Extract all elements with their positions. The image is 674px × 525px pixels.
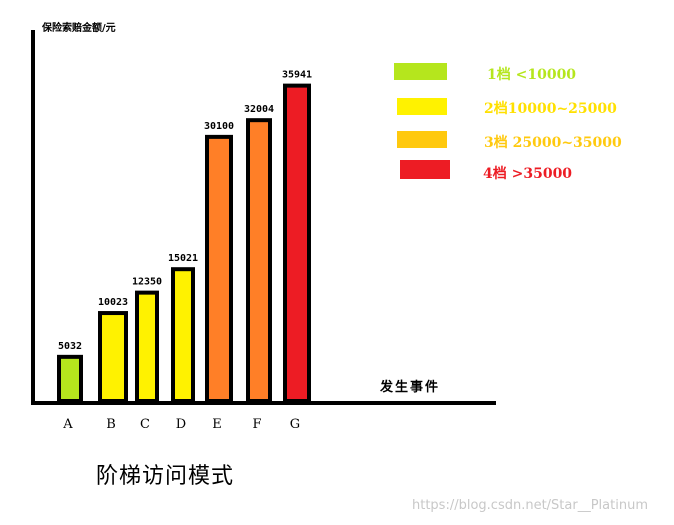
legend: 1档 <10000 2档10000~25000 3档 25000~35000 4档 >… <box>394 63 622 182</box>
bar-G <box>283 83 311 403</box>
value-label-A: 5032 <box>58 341 82 352</box>
bar-D <box>171 267 195 404</box>
bar-F <box>246 118 272 404</box>
bar-E <box>205 134 233 403</box>
y-axis-title: 保险索赔金额/元 <box>41 21 116 34</box>
category-label-G: G <box>290 417 300 432</box>
value-label-D: 15021 <box>168 253 198 264</box>
value-label-G: 35941 <box>282 70 312 81</box>
bar-B <box>98 311 128 404</box>
value-label-B: 10023 <box>98 297 128 308</box>
value-label-C: 12350 <box>132 277 162 288</box>
category-label-D: D <box>176 417 186 432</box>
category-label-E: E <box>212 417 222 432</box>
watermark-text: https://blog.csdn.net/Star__Platinum <box>412 498 648 513</box>
bars-group: 5032 A 10023 B 12350 C 15021 D 30100 E 32004 F 35941… <box>57 70 312 432</box>
category-label-A: A <box>62 417 73 432</box>
legend-swatch-4 <box>400 160 450 179</box>
bar-A <box>57 354 83 404</box>
legend-swatch-2 <box>397 98 447 115</box>
bar-C <box>135 290 159 403</box>
legend-label-3: 3档 25000~35000 <box>484 134 622 151</box>
chart-caption: 阶梯访问模式 <box>96 464 235 489</box>
value-label-E: 30100 <box>204 121 234 132</box>
legend-label-4: 4档 >35000 <box>483 165 572 182</box>
x-axis-title: 发生事件 <box>379 379 440 395</box>
category-label-C: C <box>140 417 150 432</box>
legend-swatch-1 <box>394 63 447 80</box>
category-label-F: F <box>252 417 261 432</box>
value-label-F: 32004 <box>244 104 274 115</box>
category-label-B: B <box>106 417 116 432</box>
legend-label-2: 2档10000~25000 <box>484 100 617 117</box>
legend-swatch-3 <box>397 131 447 148</box>
legend-label-1: 1档 <10000 <box>487 66 576 83</box>
